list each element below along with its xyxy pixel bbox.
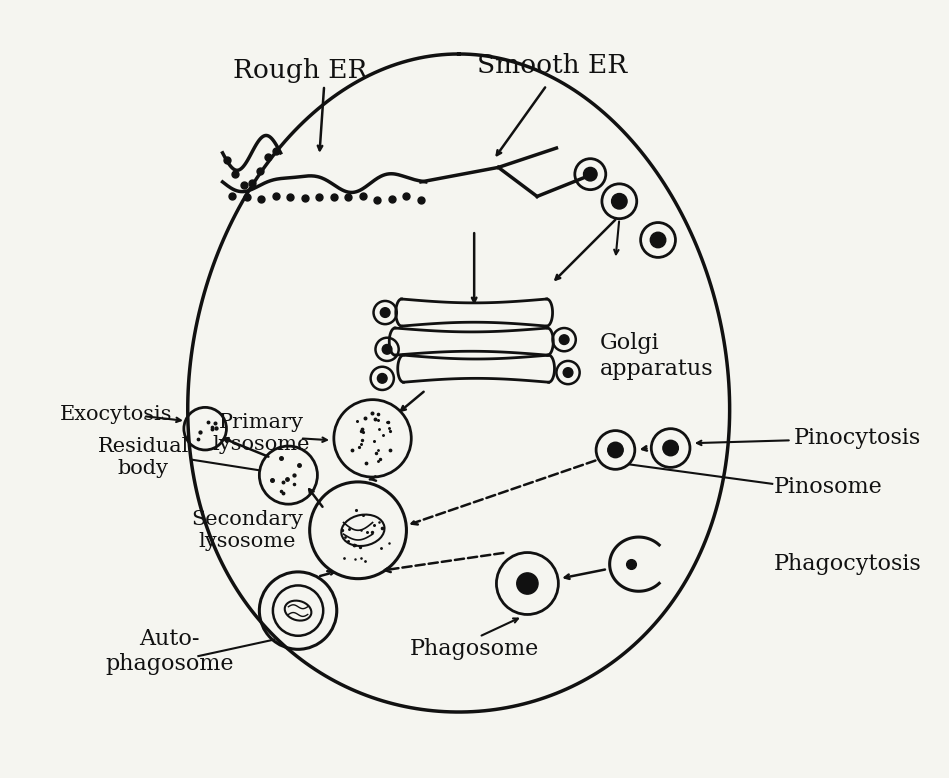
Text: Primary
lysosome: Primary lysosome bbox=[213, 413, 310, 454]
Text: Phagosome: Phagosome bbox=[410, 638, 539, 661]
Text: Pinosome: Pinosome bbox=[774, 475, 883, 498]
Circle shape bbox=[382, 345, 392, 354]
Circle shape bbox=[378, 373, 387, 384]
Circle shape bbox=[559, 335, 569, 345]
Text: Golgi
apparatus: Golgi apparatus bbox=[600, 332, 714, 380]
Circle shape bbox=[650, 232, 666, 247]
Circle shape bbox=[381, 308, 390, 317]
Text: Exocytosis: Exocytosis bbox=[60, 405, 173, 424]
Text: Pinocytosis: Pinocytosis bbox=[793, 427, 921, 450]
Circle shape bbox=[607, 442, 623, 457]
Text: Phagocytosis: Phagocytosis bbox=[774, 553, 921, 575]
Circle shape bbox=[563, 368, 573, 377]
Text: Residual
body: Residual body bbox=[98, 437, 189, 478]
Text: Secondary
lysosome: Secondary lysosome bbox=[191, 510, 303, 551]
Text: Auto-
phagosome: Auto- phagosome bbox=[105, 628, 233, 675]
Circle shape bbox=[611, 194, 627, 209]
Text: Smooth ER: Smooth ER bbox=[476, 53, 626, 79]
Circle shape bbox=[584, 167, 597, 181]
Circle shape bbox=[663, 440, 679, 456]
Circle shape bbox=[517, 573, 538, 594]
Text: Rough ER: Rough ER bbox=[233, 58, 367, 83]
